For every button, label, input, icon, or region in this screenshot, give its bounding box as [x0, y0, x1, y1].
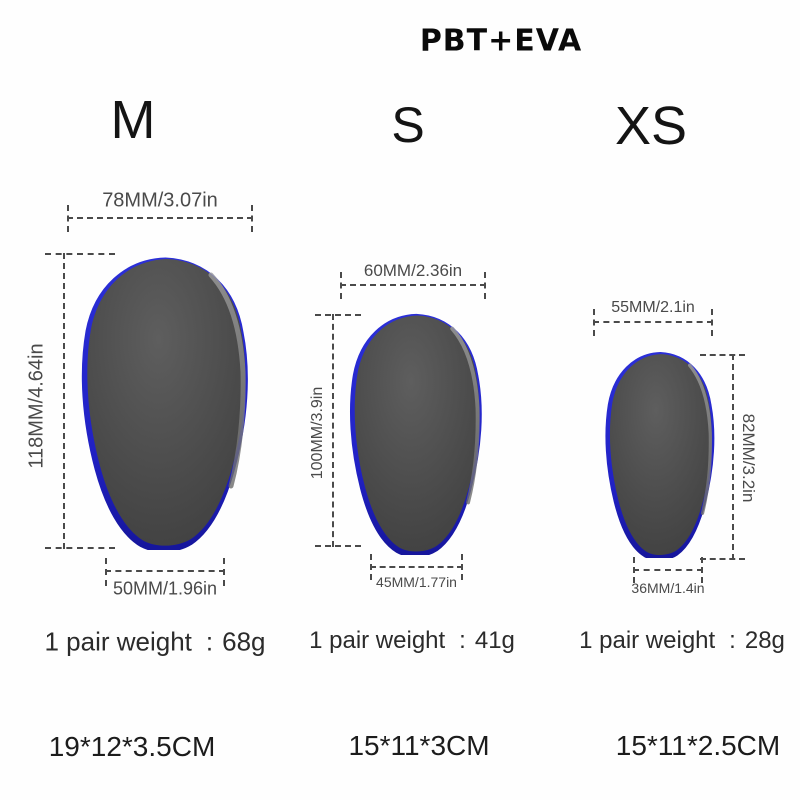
pair-weight-label: 1 pair weight [44, 626, 192, 657]
dimension-tick [701, 557, 703, 583]
bottom-width-label-s: 45MM/1.77in [376, 574, 457, 590]
dimension-tick [315, 314, 361, 316]
product-material-title: PBT+EVA [419, 23, 583, 59]
pad-edge-highlight [450, 326, 480, 505]
height-dimension-s [315, 314, 361, 547]
dimension-line [593, 321, 713, 323]
box-dimensions-s: 15*11*3CM [348, 730, 490, 761]
dimension-tick [251, 205, 253, 232]
height-dimension-xs [700, 354, 745, 560]
dimension-tick [45, 547, 115, 549]
pad-edge-highlight [208, 272, 246, 489]
dimension-line [370, 566, 463, 568]
pad-face [87, 259, 246, 546]
shin-pad-image-xs [605, 352, 715, 558]
shin-pad-image-m [81, 257, 248, 550]
dimension-tick [315, 545, 361, 547]
pair-weight-separator: : [459, 627, 466, 654]
height-label-xs: 82MM/3.2in [739, 413, 758, 503]
dimension-line [633, 569, 703, 571]
top-width-label-s: 60MM/2.36in [363, 261, 463, 280]
dimension-tick [223, 558, 225, 586]
top-width-label-m: 78MM/3.07in [102, 189, 218, 212]
dimension-line [63, 253, 65, 549]
bottom-width-dimension-m: 50MM/1.96in [105, 558, 225, 599]
pair-weight-label: 1 pair weight [579, 627, 716, 654]
dimension-tick [105, 558, 107, 586]
dimension-tick [370, 554, 372, 580]
pair-weight-separator: : [729, 627, 736, 654]
height-dimension-m [45, 253, 115, 549]
box-dimensions-m: 19*12*3.5CM [48, 731, 216, 762]
top-width-label-xs: 55MM/2.1in [611, 299, 695, 316]
pad-face [354, 315, 480, 552]
size-label-s: S [391, 97, 425, 153]
bottom-width-label-xs: 36MM/1.4in [631, 580, 705, 596]
dimension-tick [45, 253, 115, 255]
dimension-tick [633, 557, 635, 583]
size-label-m: M [110, 90, 156, 150]
bottom-width-dimension-s: 45MM/1.77in [370, 554, 463, 590]
dimension-line [332, 314, 334, 547]
pair-weight-value: 28g [744, 627, 785, 654]
dimension-tick [461, 554, 463, 580]
box-dimensions-xs: 15*11*2.5CM [615, 730, 781, 761]
pad-edge-highlight [688, 363, 712, 515]
dimension-line [67, 217, 253, 219]
pair-weight-xs: 1 pair weight : 28g [579, 627, 785, 655]
dimension-line [105, 570, 225, 572]
dimension-tick [340, 272, 342, 299]
top-width-dimension-s: 60MM/2.36in [340, 261, 486, 299]
dimension-tick [67, 205, 69, 232]
pair-weight-value: 41g [474, 627, 515, 654]
dimension-tick [593, 309, 595, 336]
height-label-m: 118MM/4.64in [25, 343, 48, 469]
dimension-tick [711, 309, 713, 336]
top-width-dimension-m: 78MM/3.07in [67, 190, 253, 232]
height-label-s: 100MM/3.9in [309, 386, 326, 480]
bottom-width-dimension-xs: 36MM/1.4in [631, 557, 705, 596]
pair-weight-m: 1 pair weight : 68g [44, 627, 265, 658]
dimension-line [732, 354, 734, 560]
size-label-xs: XS [614, 96, 688, 156]
pad-face [609, 354, 712, 555]
dimension-line [340, 284, 486, 286]
bottom-width-label-m: 50MM/1.96in [112, 578, 218, 599]
dimension-tick [700, 558, 745, 560]
pair-weight-separator: : [205, 626, 214, 657]
top-width-dimension-xs: 55MM/2.1in [593, 299, 713, 336]
pair-weight-value: 68g [222, 626, 266, 657]
pair-weight-label: 1 pair weight [309, 627, 446, 654]
shin-pad-image-s [349, 313, 482, 555]
pair-weight-s: 1 pair weight : 41g [309, 627, 515, 655]
dimension-tick [700, 354, 745, 356]
dimension-tick [484, 272, 486, 299]
